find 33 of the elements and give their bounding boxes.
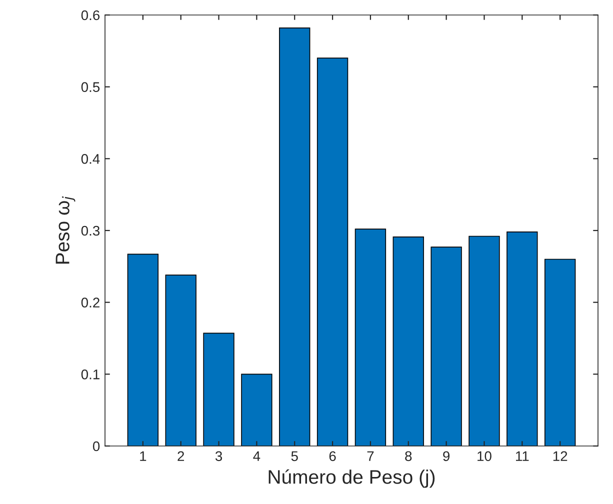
y-tick-label: 0.1 <box>81 370 100 380</box>
bar <box>241 374 272 446</box>
x-tick-label: 3 <box>215 451 222 462</box>
bar <box>468 236 500 446</box>
bar <box>354 228 386 446</box>
x-tick-label: 7 <box>367 451 374 461</box>
x-tick-label: 12 <box>553 451 568 461</box>
y-tick-label: 0.6 <box>81 10 100 20</box>
bar <box>279 28 310 446</box>
x-tick-label: 5 <box>291 451 298 462</box>
bar <box>506 232 538 446</box>
x-tick-label: 8 <box>405 451 412 462</box>
bar <box>392 236 424 446</box>
x-tick-label: 1 <box>140 451 146 461</box>
y-tick-label: 0.4 <box>81 154 100 164</box>
y-tick-label: 0.5 <box>81 82 100 92</box>
x-tick-label: 2 <box>178 451 184 461</box>
x-axis-title: Número de Peso (j) <box>268 469 435 488</box>
bar <box>203 332 234 446</box>
x-tick-label: 6 <box>329 451 336 462</box>
bar <box>430 246 462 446</box>
y-tick-label: 0.3 <box>81 226 100 236</box>
bar <box>165 274 196 446</box>
y-tick-label: 0.2 <box>81 298 100 308</box>
x-tick-label: 4 <box>253 451 260 461</box>
x-tick-label: 10 <box>478 451 492 462</box>
x-tick-label: 11 <box>516 451 529 461</box>
bar <box>544 258 576 446</box>
x-tick-label: 9 <box>443 451 450 462</box>
y-axis-title: Peso ω$_{j}$ <box>56 196 76 264</box>
y-tick-label: 0 <box>92 441 100 452</box>
bar <box>316 58 348 446</box>
bar <box>127 254 159 446</box>
